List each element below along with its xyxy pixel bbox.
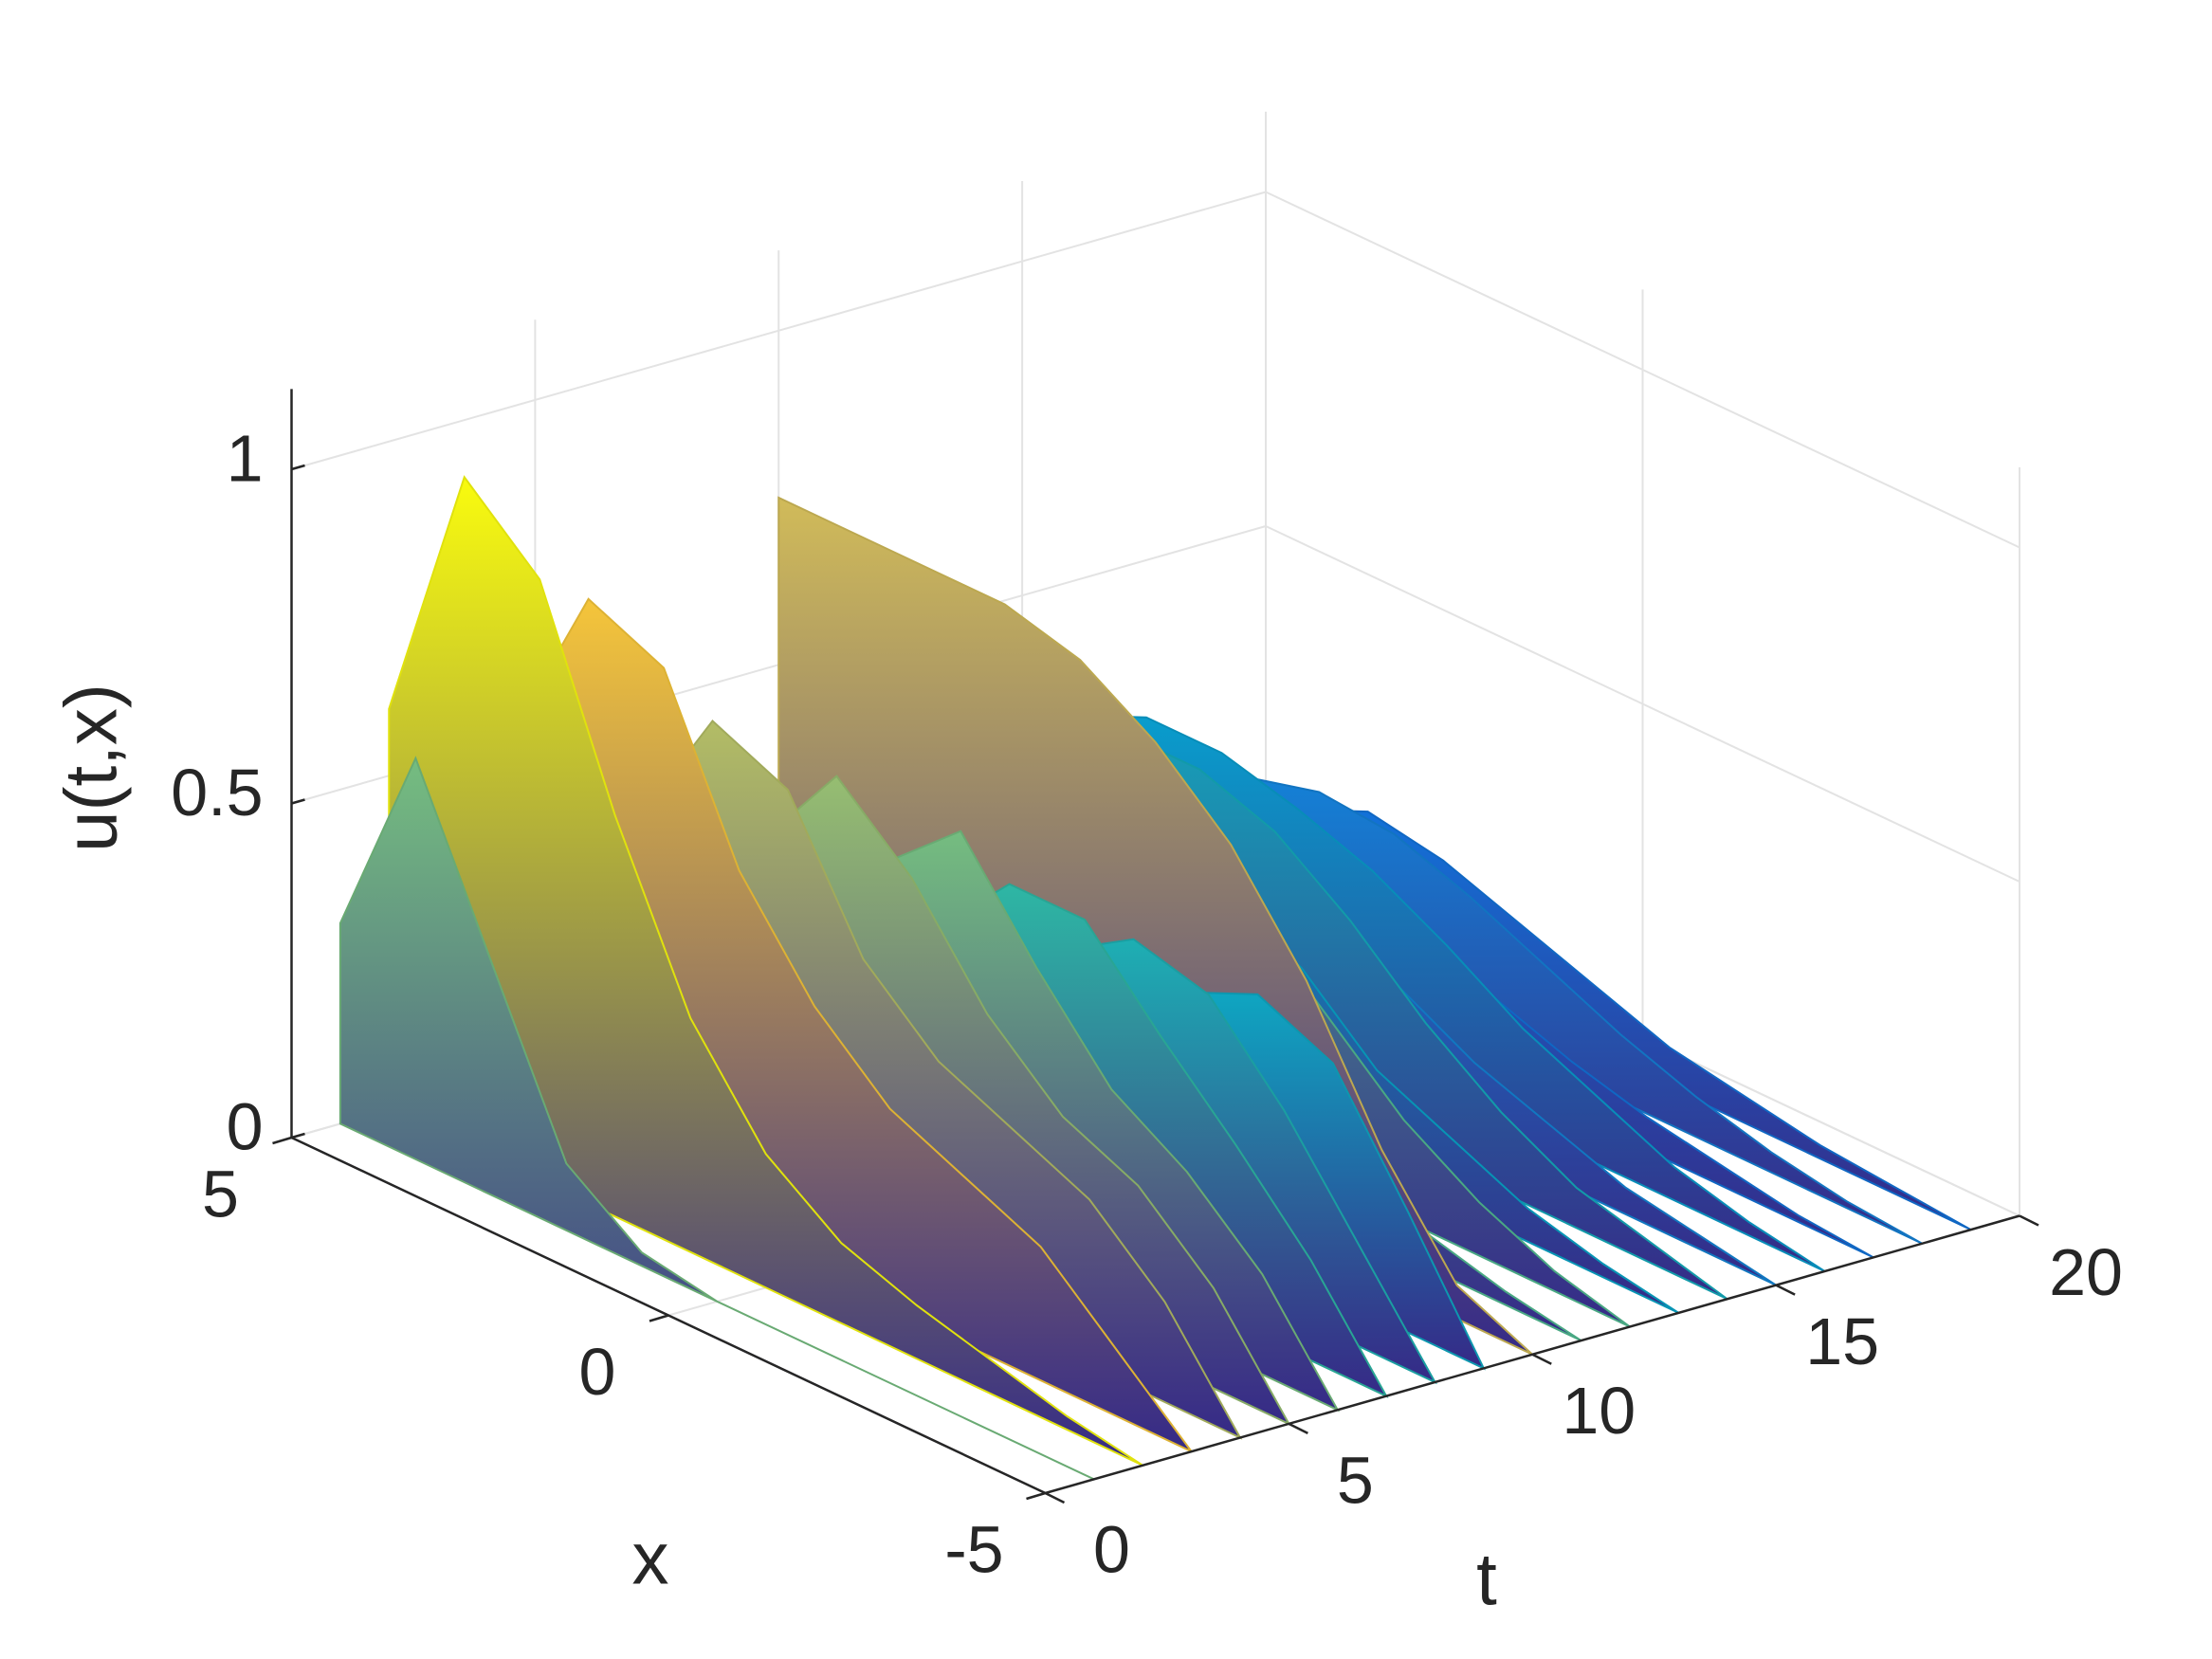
tick-mark bbox=[1044, 1491, 1066, 1504]
t-tick-label: 20 bbox=[2049, 1235, 2123, 1309]
z-tick-label: 0 bbox=[227, 1089, 264, 1163]
tick-mark bbox=[1288, 1422, 1308, 1434]
t-tick-label: 5 bbox=[1337, 1443, 1374, 1517]
z-axis-label: u(t,x) bbox=[49, 684, 133, 852]
tick-mark bbox=[1531, 1353, 1552, 1365]
tick-mark bbox=[291, 464, 305, 471]
tick-mark bbox=[291, 1132, 305, 1139]
tick-mark bbox=[291, 798, 305, 805]
tick-mark bbox=[1026, 1491, 1046, 1501]
x-tick-label: 0 bbox=[579, 1335, 616, 1409]
t-tick-label: 10 bbox=[1562, 1374, 1636, 1448]
x-axis-label: x bbox=[632, 1517, 669, 1600]
t-tick-label: 15 bbox=[1805, 1304, 1879, 1378]
surface bbox=[291, 475, 1972, 1494]
x-tick-label: -5 bbox=[944, 1512, 1003, 1586]
t-axis-label: t bbox=[1476, 1538, 1497, 1621]
x-tick-label: 5 bbox=[202, 1157, 239, 1231]
t-tick-label: 0 bbox=[1093, 1512, 1130, 1586]
surface-sheet bbox=[388, 475, 1143, 1467]
tick-mark bbox=[649, 1314, 669, 1322]
z-tick-label: 1 bbox=[227, 421, 264, 495]
z-tick-label: 0.5 bbox=[171, 756, 263, 830]
surface-sheet bbox=[338, 756, 1095, 1481]
tick-mark bbox=[2019, 1214, 2039, 1227]
tick-mark bbox=[272, 1136, 292, 1145]
tick-mark bbox=[1775, 1284, 1796, 1296]
